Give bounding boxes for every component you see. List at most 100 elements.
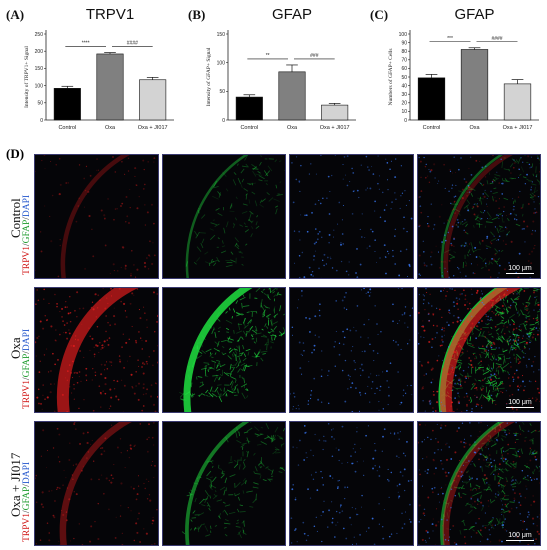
dapi-dot: [363, 324, 365, 326]
dapi-dot: [313, 345, 316, 347]
trpv1-dot: [104, 307, 107, 310]
trpv1-dot: [154, 464, 156, 467]
trpv1-dot: [65, 182, 68, 184]
trpv1-dot: [444, 295, 447, 298]
trpv1-dot: [129, 303, 132, 306]
gfap-fiber: [465, 455, 467, 459]
significance-label: ####: [491, 36, 502, 42]
dapi-dot: [528, 163, 530, 166]
trpv1-dot: [47, 449, 49, 451]
trpv1-dot: [89, 350, 91, 352]
gfap-fiber: [495, 322, 503, 326]
category-label: Oxa: [105, 125, 116, 131]
trpv1-dot: [78, 308, 81, 310]
dapi-dot: [334, 155, 337, 156]
dapi-dot: [300, 164, 302, 167]
trpv1-dot: [59, 543, 61, 545]
trpv1-dot: [537, 532, 540, 535]
trpv1-dot: [502, 206, 505, 208]
trpv1-dot: [130, 374, 133, 377]
dapi-dot: [411, 394, 413, 396]
trpv1-dot: [108, 508, 110, 510]
gfap-fiber: [474, 214, 479, 221]
gfap-fiber: [259, 199, 262, 204]
gfap-fiber: [254, 200, 257, 207]
trpv1-dot: [517, 336, 520, 339]
trpv1-dot: [113, 388, 116, 390]
gfap-fiber: [284, 206, 286, 208]
gfap-fiber: [236, 508, 239, 512]
trpv1-dot: [74, 427, 77, 430]
gfap-fiber: [198, 384, 204, 388]
dapi-dot: [356, 426, 358, 428]
trpv1-dot: [122, 333, 124, 336]
trpv1-dot: [479, 328, 482, 331]
dapi-dot: [459, 271, 461, 273]
gfap-fiber: [257, 461, 261, 466]
dapi-dot: [340, 505, 342, 508]
dapi-dot: [379, 390, 381, 392]
gfap-fiber: [486, 397, 490, 401]
gfap-fiber: [486, 375, 494, 379]
trpv1-dot: [125, 221, 127, 223]
gfap-fiber: [241, 294, 244, 298]
dapi-dot: [419, 518, 421, 520]
trpv1-dot: [461, 351, 463, 354]
gfap-fiber: [249, 233, 253, 238]
trpv1-dot: [142, 383, 145, 386]
gfap-fiber: [535, 465, 538, 469]
gfap-fiber: [270, 469, 274, 475]
dapi-dot: [354, 470, 357, 473]
dapi-dot: [500, 508, 503, 510]
gfap-fiber: [194, 346, 198, 351]
gfap-fiber: [251, 330, 257, 335]
dapi-dot: [370, 292, 372, 294]
dapi-dot: [479, 297, 482, 299]
gfap-fiber: [510, 475, 513, 479]
trpv1-dot: [473, 357, 476, 360]
dapi-dot: [490, 368, 492, 370]
dapi-dot: [337, 485, 339, 488]
trpv1-dot: [91, 301, 94, 304]
gfap-fiber: [274, 448, 279, 451]
trpv1-dot: [421, 387, 424, 390]
dapi-dot: [486, 218, 488, 220]
dapi-dot: [310, 394, 312, 397]
trpv1-dot: [485, 477, 488, 479]
dapi-dot: [352, 346, 354, 348]
trpv1-dot: [475, 403, 478, 406]
gfap-fiber: [218, 192, 221, 198]
trpv1-dot: [464, 542, 466, 544]
trpv1-dot: [531, 517, 534, 520]
trpv1-dot: [92, 460, 95, 462]
gfap-fiber: [517, 310, 520, 317]
gfap-fiber: [489, 327, 492, 330]
trpv1-dot: [533, 477, 535, 479]
dapi-dot: [495, 239, 497, 241]
dapi-dot: [436, 423, 438, 425]
trpv1-dot: [438, 266, 441, 269]
trpv1-dot: [124, 310, 127, 312]
dapi-dot: [361, 351, 363, 353]
trpv1-dot: [140, 337, 142, 340]
trpv1-dot: [453, 541, 456, 544]
scale-bar-label: 100 μm: [508, 531, 532, 539]
trpv1-dot: [83, 177, 86, 180]
gfap-fiber: [467, 249, 470, 254]
dapi-dot: [364, 237, 366, 238]
gfap-fiber: [487, 483, 491, 486]
trpv1-dot: [108, 479, 111, 481]
dapi-dot: [457, 383, 459, 385]
gfap-fiber: [268, 197, 273, 202]
dapi-dot: [536, 515, 538, 518]
dapi-dot: [511, 198, 513, 200]
dapi-dot: [508, 340, 510, 343]
gfap-fiber: [196, 246, 201, 252]
trpv1-dot: [142, 306, 145, 309]
gfap-fiber: [204, 375, 208, 378]
trpv1-dot: [107, 198, 109, 200]
trpv1-dot: [481, 379, 484, 382]
dapi-dot: [474, 337, 477, 340]
trpv1-dot: [156, 315, 158, 318]
trpv1-dot: [478, 160, 480, 163]
